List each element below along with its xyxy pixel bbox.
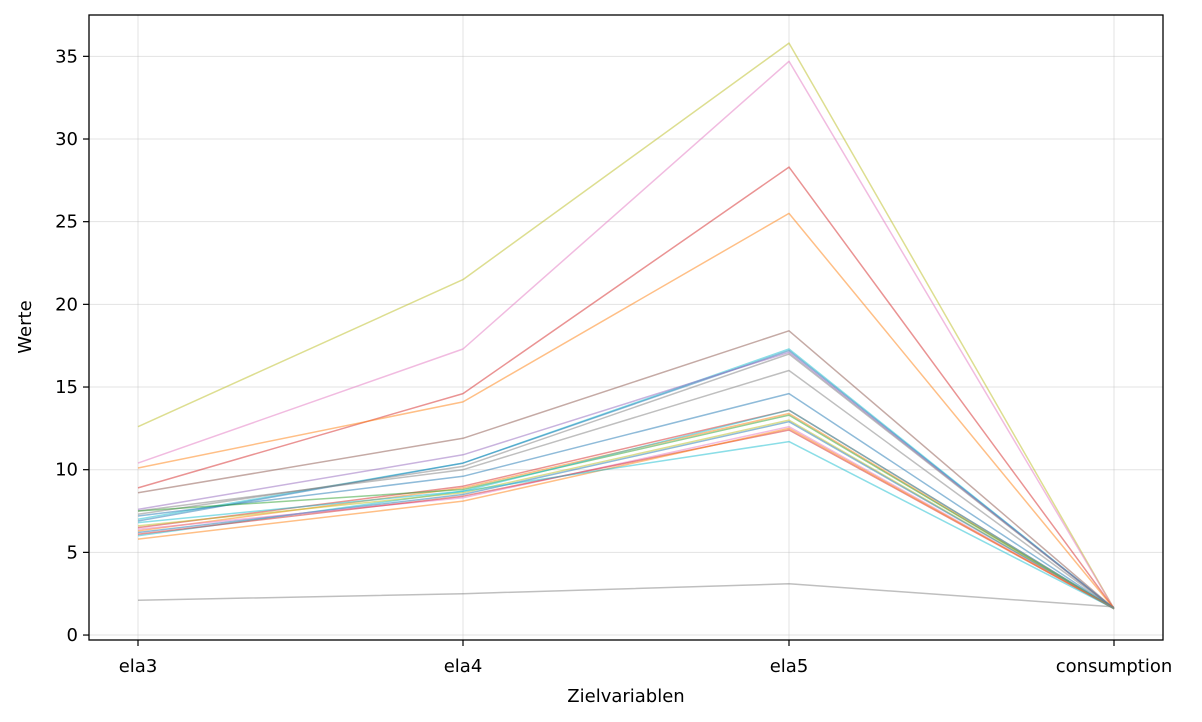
x-axis-label: Zielvariablen xyxy=(567,686,684,707)
y-tick-label: 10 xyxy=(55,460,78,481)
series-line-22 xyxy=(137,583,1115,608)
series-line-14 xyxy=(137,414,1115,610)
y-tick-label: 15 xyxy=(55,377,78,398)
x-tick-label: ela3 xyxy=(119,656,158,677)
y-tick-label: 20 xyxy=(55,294,78,315)
series-lines xyxy=(137,42,1115,610)
series-line-11 xyxy=(137,392,1115,610)
series-line-10 xyxy=(137,369,1115,610)
series-line-2 xyxy=(137,60,1115,609)
series-line-8 xyxy=(137,351,1115,610)
series-line-12 xyxy=(137,409,1115,610)
series-line-4 xyxy=(137,212,1115,610)
series-line-9 xyxy=(137,353,1115,610)
series-line-7 xyxy=(137,349,1115,610)
series-line-20 xyxy=(137,427,1115,610)
y-tick-label: 5 xyxy=(67,542,78,563)
series-line-6 xyxy=(137,348,1115,610)
x-tick-label: ela4 xyxy=(444,656,483,677)
y-tick-label: 0 xyxy=(67,625,78,646)
x-tick-label: consumption xyxy=(1056,656,1173,677)
x-tick-label: ela5 xyxy=(770,656,809,677)
y-axis-label: Werte xyxy=(15,300,36,353)
y-tick-label: 30 xyxy=(55,129,78,150)
series-line-1 xyxy=(137,42,1115,609)
grid xyxy=(89,15,1163,640)
series-line-3 xyxy=(137,166,1115,610)
plot-frame xyxy=(88,14,1164,641)
y-tick-label: 25 xyxy=(55,212,78,233)
y-tick-label: 35 xyxy=(55,46,78,67)
axis-ticks: ela3 ela4 ela5 consumption 0 5 10 15 20 25 30 35 xyxy=(55,46,1172,677)
series-line-5 xyxy=(137,330,1115,610)
series-line-21 xyxy=(137,440,1115,610)
